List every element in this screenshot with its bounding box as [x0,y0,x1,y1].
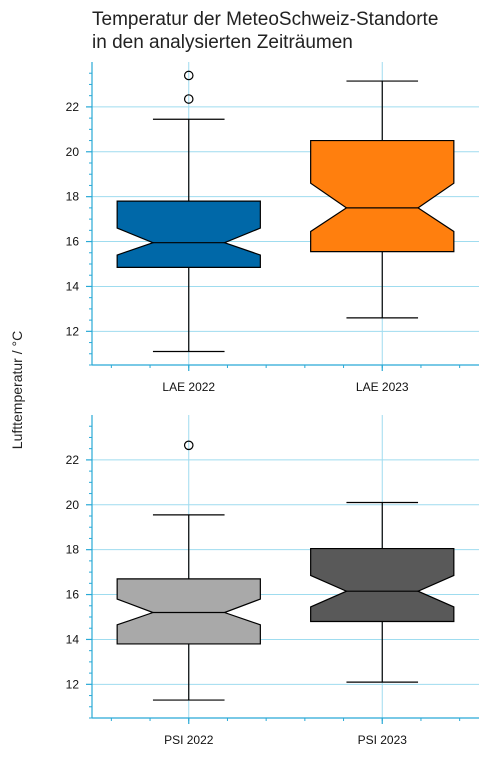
box-body [310,547,455,623]
box-body [116,200,261,268]
outlier-point [183,94,194,104]
panel-1: 12 14 16 18 20 22 LAE 2022 LAE 2023 [66,62,479,394]
y-tick-label: 14 [66,279,80,293]
box-lae-2022 [116,70,261,353]
y-tick-label: 16 [66,235,80,249]
chart-title-line-2: in den analysierten Zeiträumen [92,32,353,53]
y-tick-label: 12 [66,677,80,691]
box-body [116,578,261,645]
y-tick-label: 18 [66,543,80,557]
x-tick-label: LAE 2022 [162,380,215,394]
box-psi-2023 [310,501,455,683]
x-tick-label: PSI 2023 [358,733,408,747]
y-tick-label: 22 [66,100,80,114]
outlier-point [183,440,194,451]
y-tick-label: 14 [66,632,80,646]
y-tick-label: 20 [66,145,80,159]
box-lae-2023 [310,80,455,319]
y-tick-label: 18 [66,190,80,204]
chart-title-line-1: Temperatur der MeteoSchweiz-Standorte [92,9,438,30]
x-tick-label: PSI 2022 [164,733,214,747]
y-tick-label: 16 [66,588,80,602]
y-tick-label: 22 [66,453,80,467]
box-body [310,139,455,253]
x-tick-label: LAE 2023 [356,380,409,394]
y-tick-label: 12 [66,324,80,338]
panel-2: 12 14 16 18 20 22 PSI 2022 PSI 2023 [66,415,479,747]
box-psi-2022 [116,440,261,701]
y-tick-label: 20 [66,498,80,512]
y-axis-label: Lufttemperatur / °C [9,331,25,449]
outlier-point [183,70,194,81]
